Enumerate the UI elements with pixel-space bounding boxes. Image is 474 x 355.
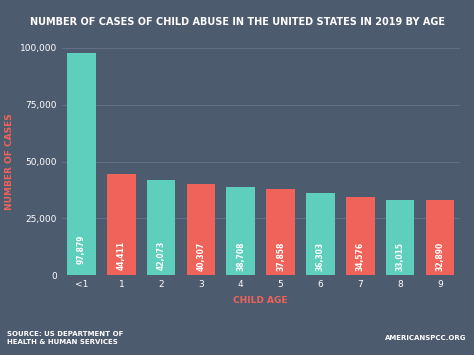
Bar (147, 180, 175, 275)
Text: 33,015: 33,015 (396, 242, 404, 271)
Text: AMERICANSPCC.ORG: AMERICANSPCC.ORG (385, 335, 467, 341)
X-axis label: CHILD AGE: CHILD AGE (234, 296, 288, 305)
Bar (107, 174, 136, 275)
Y-axis label: NUMBER OF CASES: NUMBER OF CASES (5, 113, 14, 210)
Bar (266, 189, 295, 275)
Text: 42,073: 42,073 (157, 241, 165, 271)
Text: 38,708: 38,708 (237, 241, 245, 271)
Bar (306, 193, 335, 275)
Bar (426, 201, 454, 275)
Text: 32,890: 32,890 (436, 242, 444, 271)
Text: 36,303: 36,303 (316, 242, 325, 271)
Text: NUMBER OF CASES OF CHILD ABUSE IN THE UNITED STATES IN 2019 BY AGE: NUMBER OF CASES OF CHILD ABUSE IN THE UN… (29, 17, 445, 27)
Bar (227, 187, 255, 275)
Bar (346, 197, 374, 275)
Text: 44,411: 44,411 (117, 241, 126, 270)
Bar (67, 53, 96, 275)
Text: SOURCE: US DEPARTMENT OF
HEALTH & HUMAN SERVICES: SOURCE: US DEPARTMENT OF HEALTH & HUMAN … (7, 331, 124, 345)
Text: 37,858: 37,858 (276, 241, 285, 271)
Text: 40,307: 40,307 (197, 241, 205, 271)
Bar (187, 184, 215, 275)
Bar (386, 200, 414, 275)
Text: 97,879: 97,879 (77, 235, 86, 264)
Text: 34,576: 34,576 (356, 242, 365, 271)
